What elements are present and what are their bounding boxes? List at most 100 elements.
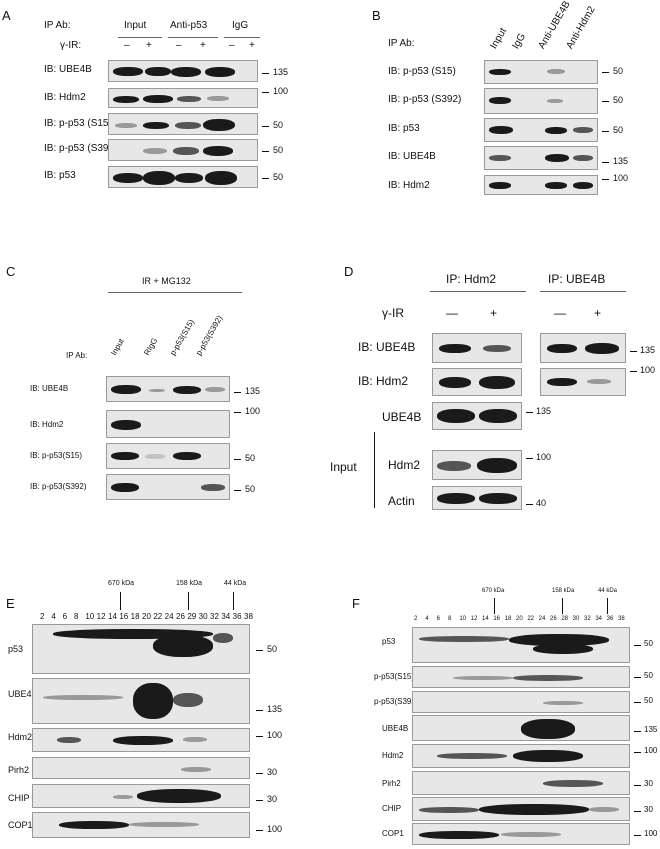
panel-e-size-44: 44 kDa	[224, 580, 247, 587]
panel-f-size-line-44	[607, 598, 608, 614]
panel-a-blot-pp53s15	[108, 113, 258, 135]
panel-e-size-670: 670 kDa	[108, 580, 135, 587]
panel-d-mark-4: +	[594, 306, 602, 320]
panel-c-blot-pp53s15	[106, 443, 230, 469]
panel-c-tick-1	[234, 392, 241, 393]
panel-b-tick-5	[602, 179, 609, 180]
panel-a-mark-2: +	[146, 40, 152, 51]
panel-b-tick-4	[602, 162, 609, 163]
panel-d-blot-input-ube4b	[432, 402, 522, 430]
panel-d-blot-input-hdm2	[432, 450, 522, 480]
panel-f-row-chip-label: CHIP	[382, 804, 402, 813]
panel-a-underline-input	[118, 37, 162, 38]
panel-f-letter: F	[352, 596, 360, 611]
panel-e-marker-5: 30	[267, 794, 278, 804]
panel-a-letter: A	[2, 8, 11, 23]
panel-e-blot-hdm2	[32, 728, 250, 752]
panel-f-row-pirh2-label: Pirh2	[382, 779, 401, 788]
panel-c-blot-hdm2	[106, 410, 230, 438]
panel-d-marker-5: 40	[536, 498, 547, 508]
panel-c-ip-ab-label: IP Ab:	[66, 351, 88, 360]
panel-a-group-input: Input	[124, 20, 147, 31]
panel-e-blot-chip	[32, 784, 250, 808]
panel-d-blot-hdm2-ube4b	[540, 368, 626, 396]
panel-f-marker-1: 50	[644, 639, 653, 648]
panel-e-fraction-3: 8	[74, 612, 79, 621]
panel-f-fraction-4: 10	[459, 616, 467, 622]
panel-d-row-ube4b-label: IB: UBE4B	[358, 340, 416, 354]
panel-d-mark-3: —	[554, 306, 566, 320]
panel-e-fraction-9: 20	[142, 612, 151, 621]
panel-d-marker-2: 100	[640, 365, 656, 375]
panel-e-size-line-158	[188, 592, 189, 610]
panel-d-marker-4: 100	[536, 452, 552, 462]
panel-e-row-chip-label: CHIP	[8, 793, 30, 803]
panel-a-mark-4: +	[200, 40, 206, 51]
panel-c-marker-4: 50	[245, 484, 256, 494]
panel-c-condition: IR + MG132	[142, 276, 191, 286]
panel-e-row-ube4b-label: UBE4B	[8, 689, 38, 699]
panel-a-marker-135: 135	[273, 67, 289, 77]
panel-d-mark-1: —	[446, 306, 458, 320]
panel-e-fraction-8: 18	[130, 612, 140, 621]
panel-e-fraction-10: 22	[153, 612, 163, 621]
panel-c-lane-input: Input	[109, 337, 126, 357]
panel-e-marker-6: 100	[267, 824, 283, 834]
panel-a-ip-ab-label: IP Ab:	[44, 20, 71, 31]
panel-b-tick-2	[602, 101, 609, 102]
panel-f-row-pp53s15-label: p-p53(S15)	[374, 672, 415, 681]
panel-e-row-cop1-label: COP1	[8, 820, 33, 830]
panel-e-size-line-44	[233, 592, 234, 610]
panel-f-row-pp53s392-label: p-p53(S392)	[374, 697, 419, 706]
panel-a-blot-p53	[108, 166, 258, 188]
panel-d-input-label: Input	[330, 460, 357, 474]
panel-b-blot-p53	[484, 118, 598, 142]
panel-a-tick-3	[262, 126, 269, 127]
panel-f-fraction-3: 8	[448, 616, 452, 622]
panel-f-fraction-9: 20	[516, 616, 523, 622]
panel-d-mark-2: +	[490, 306, 498, 320]
panel-f-blot-pirh2	[412, 771, 630, 795]
panel-b-marker-2: 50	[613, 95, 624, 105]
panel-c-blot-ube4b	[106, 376, 230, 402]
panel-a-tick-4	[262, 151, 269, 152]
panel-f-tick-2	[634, 677, 641, 678]
panel-f-tick-5	[634, 752, 641, 753]
panel-e-blot-p53	[32, 624, 250, 674]
panel-c-row-pp53s392-label: IB: p-p53(S392)	[30, 482, 87, 491]
panel-f-blot-chip	[412, 797, 630, 821]
panel-f-row-p53-label: p53	[382, 637, 396, 646]
panel-e-blot-cop1	[32, 812, 250, 838]
panel-b-row-pp53s392-label: IB: p-p53 (S392)	[388, 94, 462, 105]
panel-f-fraction-11: 24	[538, 616, 546, 622]
panel-a-row-hdm2-label: IB: Hdm2	[44, 92, 86, 103]
panel-f-blot-cop1	[412, 823, 630, 845]
panel-c-lane-pp53s15: p-p53(S15)	[168, 317, 197, 357]
panel-d-marker-1: 135	[640, 345, 656, 355]
panel-c-marker-2: 100	[245, 406, 261, 416]
panel-c-blot-pp53s392	[106, 474, 230, 500]
panel-e-blot-ube4b	[32, 678, 250, 724]
panel-a-underline-anti-p53	[168, 37, 218, 38]
panel-f-fraction-0: 2	[414, 616, 418, 622]
panel-f-fraction-12: 26	[550, 616, 557, 622]
panel-f-marker-8: 100	[644, 829, 658, 838]
panel-a-blot-ube4b	[108, 60, 258, 82]
panel-e-tick-4	[256, 773, 263, 774]
panel-b-marker-5: 100	[613, 173, 629, 183]
panel-f-size-670: 670 kDa	[482, 588, 505, 594]
panel-a-blot-pp53s392	[108, 139, 258, 161]
panel-b-blot-hdm2	[484, 175, 598, 195]
panel-f-tick-8	[634, 835, 641, 836]
panel-a-mark-6: +	[249, 40, 255, 51]
panel-b-tick-1	[602, 72, 609, 73]
panel-f-marker-3: 50	[644, 696, 653, 705]
panel-e-fraction-7: 16	[119, 612, 129, 621]
panel-e-tick-5	[256, 800, 263, 801]
panel-d-ip-hdm2: IP: Hdm2	[446, 272, 497, 286]
panel-c-lane-rigg: RIgG	[142, 336, 160, 357]
panel-e-fraction-1: 4	[51, 612, 56, 621]
panel-d-blot-ube4b-ube4b	[540, 333, 626, 363]
panel-f-tick-4	[634, 731, 641, 732]
panel-f-fraction-10: 22	[527, 616, 535, 622]
